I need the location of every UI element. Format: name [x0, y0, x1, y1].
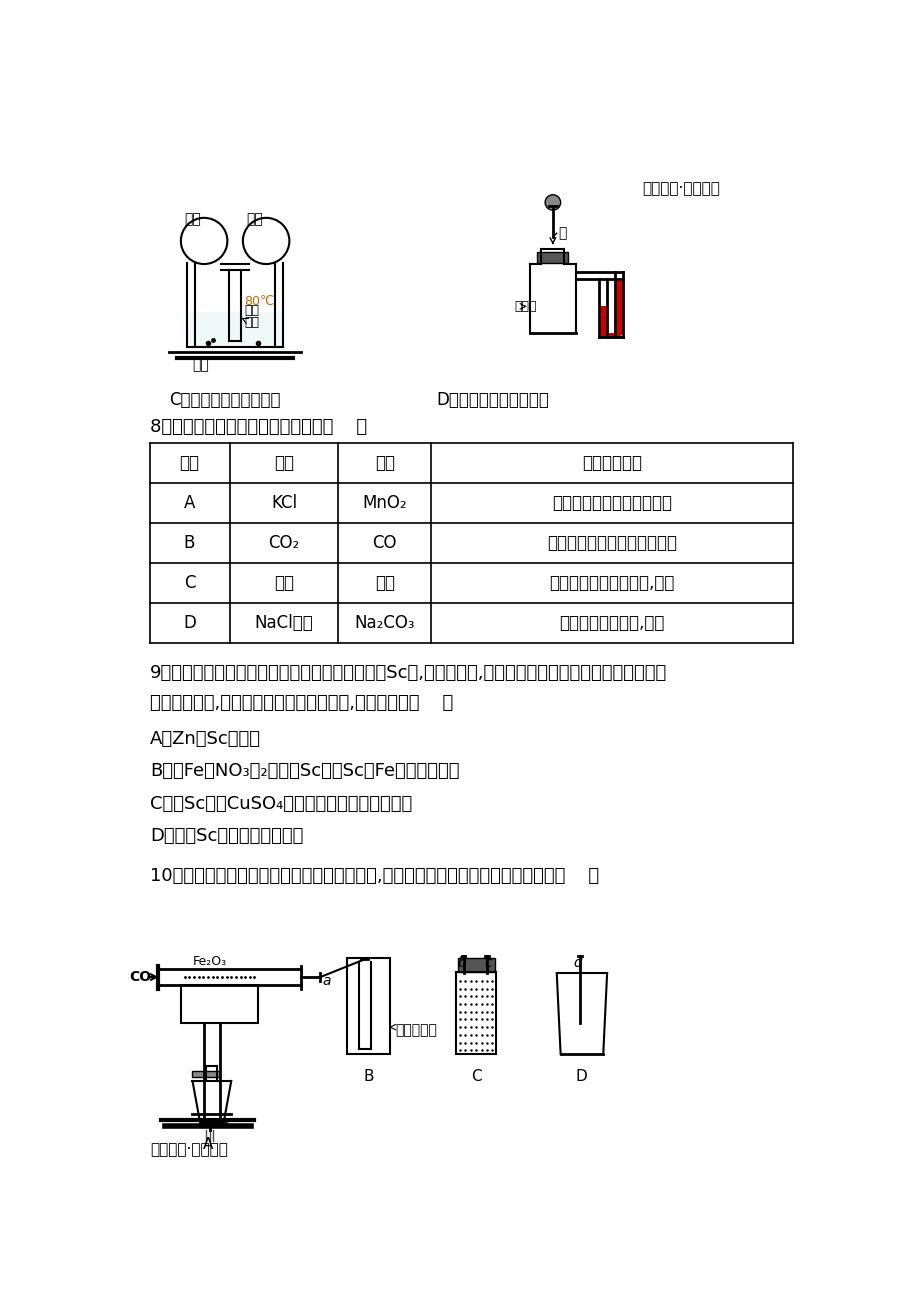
Text: CO₂: CO₂	[268, 534, 300, 552]
Bar	[347, 958, 390, 1055]
Text: CO: CO	[372, 534, 396, 552]
Text: D．验证硫酸铵溶解吸热: D．验证硫酸铵溶解吸热	[437, 391, 549, 409]
Text: 的水: 的水	[244, 305, 259, 318]
Text: C．将Sc投入CuSO₄溶液中不会有红色物质析出: C．将Sc投入CuSO₄溶液中不会有红色物质析出	[150, 794, 412, 812]
Bar	[599, 306, 606, 335]
Text: A．Zn比Sc更活泼: A．Zn比Sc更活泼	[150, 730, 261, 747]
Text: 选项: 选项	[179, 453, 199, 471]
Text: C．探究可燃物燃烧条件: C．探究可燃物燃烧条件	[169, 391, 280, 409]
Text: 将气体通入足量氢氧化钓溶液: 将气体通入足量氢氧化钓溶液	[546, 534, 676, 552]
Text: 白磷: 白磷	[192, 358, 209, 372]
Text: 物质: 物质	[274, 453, 294, 471]
Bar	[192, 1072, 220, 1077]
Text: 加适量水溶解、过滤、蕲发: 加适量水溶解、过滤、蕲发	[551, 493, 671, 512]
Text: a: a	[323, 974, 331, 988]
Text: 加适量硫酸钓溶液,过滤: 加适量硫酸钓溶液,过滤	[559, 613, 664, 631]
Text: C: C	[184, 574, 195, 592]
Bar	[187, 311, 282, 346]
Text: 水: 水	[558, 227, 566, 241]
Text: D: D	[575, 1069, 587, 1085]
Text: 杂质: 杂质	[374, 453, 394, 471]
Text: A: A	[202, 1137, 213, 1152]
Text: Fe₂O₃: Fe₂O₃	[192, 954, 226, 967]
Text: 銀粉: 銀粉	[274, 574, 294, 592]
Circle shape	[545, 195, 560, 210]
Bar	[537, 251, 568, 263]
Text: 化学精品·备战中考: 化学精品·备战中考	[641, 181, 719, 195]
Text: A: A	[184, 493, 195, 512]
Text: 气球: 气球	[185, 212, 201, 227]
Text: 红磷: 红磷	[244, 316, 259, 329]
Text: MnO₂: MnO₂	[362, 493, 406, 512]
Text: B: B	[184, 534, 195, 552]
Text: D．单质Sc一定不能和水反应: D．单质Sc一定不能和水反应	[150, 827, 303, 845]
Text: 锥粉: 锥粉	[374, 574, 394, 592]
Text: KCl: KCl	[270, 493, 297, 512]
Text: D: D	[183, 613, 196, 631]
Text: 气球: 气球	[246, 212, 263, 227]
Text: 8．下列除去杂质的方法中正确的是（    ）: 8．下列除去杂质的方法中正确的是（ ）	[150, 418, 367, 436]
Text: C: C	[471, 1069, 481, 1085]
Text: 除杂质的方法: 除杂质的方法	[581, 453, 641, 471]
Text: 加入过量硫酸亚鐵溶液,过滤: 加入过量硫酸亚鐵溶液,过滤	[549, 574, 674, 592]
Text: 专项突破·战胜中考: 专项突破·战胜中考	[150, 1142, 228, 1157]
Text: 澄清石灰水: 澄清石灰水	[395, 1023, 437, 1038]
Text: 硫酸铵: 硫酸铵	[514, 299, 536, 312]
Text: Na₂CO₃: Na₂CO₃	[354, 613, 414, 631]
Text: B: B	[363, 1069, 373, 1085]
Text: c: c	[484, 956, 492, 970]
Bar	[615, 281, 621, 335]
Text: b: b	[458, 956, 466, 970]
Text: CO: CO	[129, 970, 151, 984]
Text: d: d	[573, 956, 582, 970]
Text: 10．某化学兴趣小组用以下装置探究炼鐵原理,关于该装置和反应过程描述错误的是（    ）: 10．某化学兴趣小组用以下装置探究炼鐵原理,关于该装置和反应过程描述错误的是（ …	[150, 867, 598, 885]
Text: 度的盐酸反应,钖产生气泡的速率明显更快,由此可推断（    ）: 度的盐酸反应,钖产生气泡的速率明显更快,由此可推断（ ）	[150, 694, 453, 712]
Bar	[181, 984, 258, 1023]
Text: B．用Fe（NO₃）₂溶液和Sc能验Sc和Fe的活动性强弱: B．用Fe（NO₃）₂溶液和Sc能验Sc和Fe的活动性强弱	[150, 762, 459, 780]
Text: 80℃: 80℃	[244, 294, 274, 307]
Bar	[457, 958, 494, 971]
Text: 9．我国首舰国产航母的合金材料中含有合金钖（Sc）,相同条件下,取相同状态的金属钖和锥分别与相同浓: 9．我国首舰国产航母的合金材料中含有合金钖（Sc）,相同条件下,取相同状态的金属…	[150, 664, 666, 682]
Bar	[599, 333, 620, 337]
Bar	[456, 971, 495, 1055]
Text: NaCl溶液: NaCl溶液	[255, 613, 313, 631]
